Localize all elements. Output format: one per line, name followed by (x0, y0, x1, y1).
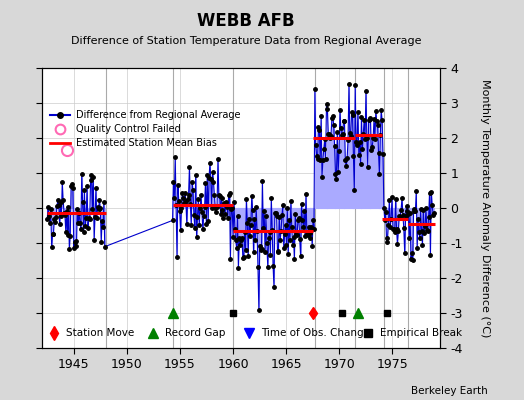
Y-axis label: Monthly Temperature Anomaly Difference (°C): Monthly Temperature Anomaly Difference (… (479, 79, 489, 337)
Text: Berkeley Earth: Berkeley Earth (411, 386, 487, 396)
Text: Quality Control Failed: Quality Control Failed (75, 124, 180, 134)
Text: Record Gap: Record Gap (166, 328, 226, 338)
Text: Time of Obs. Change: Time of Obs. Change (261, 328, 370, 338)
Text: Empirical Break: Empirical Break (380, 328, 463, 338)
Text: Difference from Regional Average: Difference from Regional Average (75, 110, 240, 120)
Text: Estimated Station Mean Bias: Estimated Station Mean Bias (75, 138, 216, 148)
Text: Station Move: Station Move (66, 328, 134, 338)
Text: WEBB AFB: WEBB AFB (198, 12, 295, 30)
Text: Difference of Station Temperature Data from Regional Average: Difference of Station Temperature Data f… (71, 36, 421, 46)
